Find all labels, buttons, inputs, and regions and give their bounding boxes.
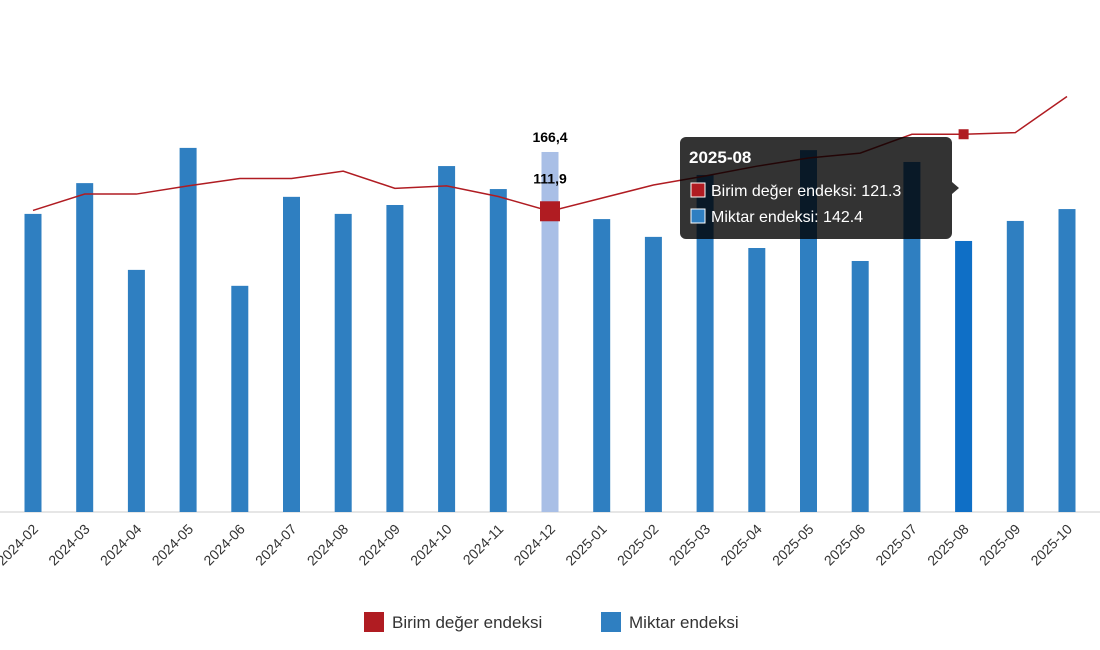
bar <box>231 285 249 512</box>
bar <box>541 151 559 513</box>
bar <box>386 204 404 512</box>
line-marker <box>958 129 969 140</box>
bar <box>127 269 145 512</box>
tooltip-swatch <box>690 208 706 224</box>
bar <box>489 189 507 513</box>
x-tick-label: 2025-05 <box>769 521 817 569</box>
x-tick-label: 2024-12 <box>510 521 558 569</box>
x-tick-label: 2024-11 <box>460 521 507 568</box>
tooltip-title: 2025-08 <box>689 148 751 167</box>
x-tick-label: 2024-06 <box>200 521 248 569</box>
tooltip-box <box>680 137 952 239</box>
bar <box>696 174 714 512</box>
x-tick-label: 2025-06 <box>821 521 869 569</box>
line-marker <box>540 201 560 222</box>
bar <box>179 147 197 512</box>
x-tick-label: 2024-09 <box>355 521 403 569</box>
x-tick-label: 2024-07 <box>252 521 300 569</box>
x-tick-label: 2024-04 <box>97 521 145 569</box>
data-label: 111,9 <box>533 170 567 186</box>
x-tick-label: 2024-08 <box>304 521 352 569</box>
legend-swatch <box>364 612 384 632</box>
legend-label: Miktar endeksi <box>629 613 739 632</box>
tooltip-arrow <box>952 182 959 194</box>
x-tick-label: 2024-05 <box>149 521 197 569</box>
bar <box>851 260 869 512</box>
x-tick-label: 2025-04 <box>717 521 765 569</box>
bar <box>593 219 611 512</box>
legend-swatch <box>601 612 621 632</box>
bar <box>76 183 94 513</box>
bar <box>334 213 352 513</box>
bar <box>1006 220 1024 512</box>
bar <box>283 196 300 512</box>
tooltip: 2025-08 Birim değer endeksi: 121.3 Miktar … <box>680 137 959 239</box>
x-tick-label: 2025-09 <box>976 521 1024 569</box>
x-tick-label: 2024-10 <box>407 521 455 569</box>
bar <box>1058 209 1076 512</box>
bar <box>800 150 817 512</box>
data-label: 166,4 <box>532 129 567 145</box>
legend-label: Birim değer endeksi <box>392 613 542 632</box>
bar <box>955 240 973 513</box>
bar <box>438 166 456 513</box>
tooltip-swatch <box>690 182 706 198</box>
x-tick-label: 2025-01 <box>562 521 610 569</box>
x-tick-label: 2024-02 <box>0 521 41 569</box>
x-tick-label: 2025-08 <box>924 521 972 569</box>
x-tick-label: 2025-10 <box>1027 521 1075 569</box>
bar <box>644 236 662 513</box>
x-tick-label: 2024-03 <box>45 521 93 569</box>
tooltip-item: Miktar endeksi: 142.4 <box>711 209 863 226</box>
x-tick-label: 2025-07 <box>872 521 920 569</box>
x-tick-label: 2025-02 <box>614 521 662 569</box>
tooltip-item: Birim değer endeksi: 121.3 <box>711 183 901 200</box>
bar <box>24 213 42 513</box>
bar <box>748 248 766 512</box>
bar <box>903 161 921 513</box>
x-tick-label: 2025-03 <box>666 521 714 569</box>
